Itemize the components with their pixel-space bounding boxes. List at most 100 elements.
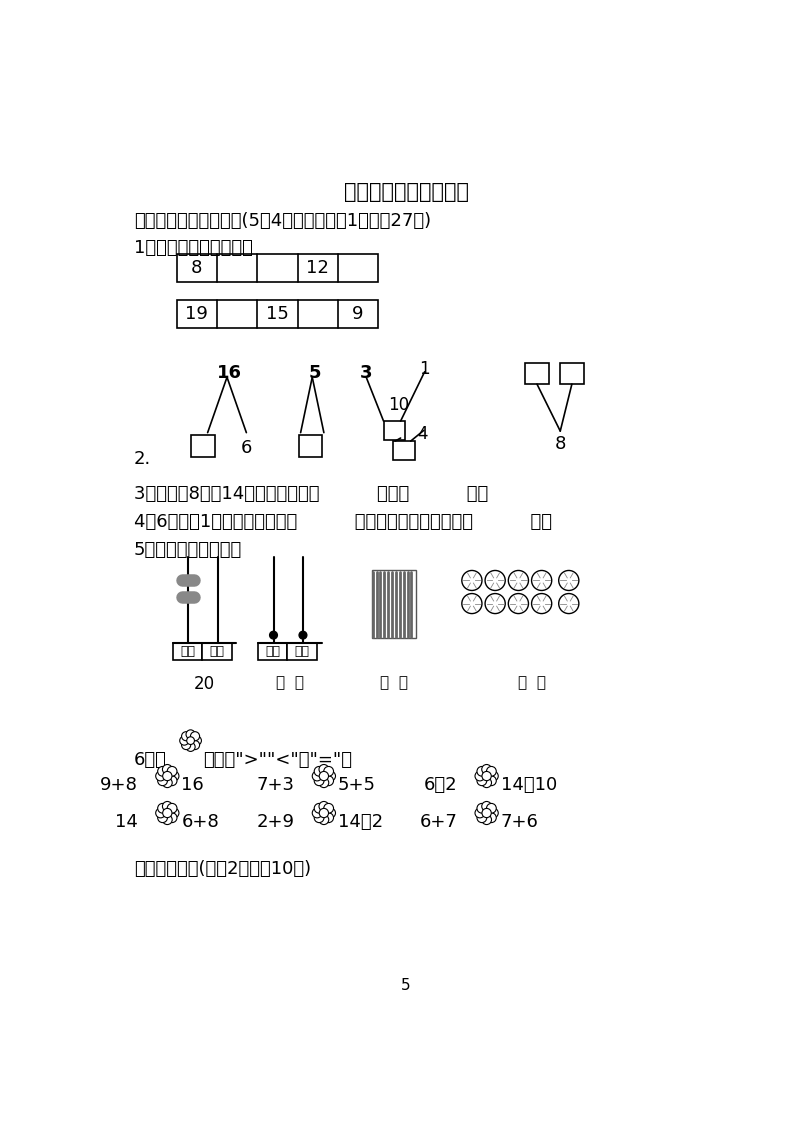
Text: 3．写出比8大比14小的两个数：（          ）、（          ）。: 3．写出比8大比14小的两个数：（ ）、（ ）。 bbox=[134, 485, 488, 503]
Text: 7+6: 7+6 bbox=[500, 813, 538, 831]
Circle shape bbox=[488, 771, 498, 781]
Circle shape bbox=[487, 803, 496, 813]
Bar bbox=[526, 362, 549, 384]
Circle shape bbox=[312, 808, 322, 818]
Text: 十位: 十位 bbox=[265, 645, 280, 657]
Bar bbox=[173, 643, 202, 660]
Circle shape bbox=[477, 803, 487, 813]
Circle shape bbox=[487, 813, 496, 822]
Circle shape bbox=[319, 801, 329, 811]
Text: 1．按数的顺序填一填。: 1．按数的顺序填一填。 bbox=[134, 239, 253, 257]
Text: 2+9: 2+9 bbox=[256, 813, 294, 831]
Circle shape bbox=[481, 764, 492, 774]
Bar bbox=[177, 301, 378, 328]
Circle shape bbox=[270, 632, 278, 640]
Circle shape bbox=[299, 632, 307, 640]
Circle shape bbox=[163, 778, 172, 788]
Circle shape bbox=[475, 771, 485, 781]
Circle shape bbox=[167, 803, 177, 813]
Bar bbox=[177, 254, 378, 282]
Text: 7+3: 7+3 bbox=[256, 776, 294, 794]
Circle shape bbox=[477, 813, 487, 822]
Circle shape bbox=[163, 764, 172, 774]
Text: （  ）: （ ） bbox=[518, 675, 546, 690]
Circle shape bbox=[182, 732, 190, 741]
Bar bbox=[258, 643, 287, 660]
Circle shape bbox=[186, 729, 195, 739]
Circle shape bbox=[482, 772, 492, 781]
Circle shape bbox=[488, 808, 498, 818]
Text: 10: 10 bbox=[389, 396, 410, 414]
Circle shape bbox=[481, 778, 492, 788]
Circle shape bbox=[190, 732, 200, 741]
Circle shape bbox=[163, 815, 172, 825]
Circle shape bbox=[167, 776, 177, 785]
Circle shape bbox=[475, 808, 485, 818]
Circle shape bbox=[167, 766, 177, 776]
Circle shape bbox=[180, 736, 189, 745]
Circle shape bbox=[485, 570, 505, 590]
Circle shape bbox=[163, 808, 172, 818]
Text: 个位: 个位 bbox=[209, 645, 224, 657]
Circle shape bbox=[319, 815, 329, 825]
Circle shape bbox=[324, 776, 334, 785]
Circle shape bbox=[158, 803, 167, 813]
Text: 15: 15 bbox=[266, 305, 289, 323]
Bar bbox=[202, 643, 232, 660]
Text: 20: 20 bbox=[194, 675, 215, 693]
Circle shape bbox=[508, 570, 528, 590]
Text: 4．6个一和1个十组成的数是（          ），它后面的一个数是（          ）。: 4．6个一和1个十组成的数是（ ），它后面的一个数是（ ）。 bbox=[134, 514, 552, 532]
Circle shape bbox=[326, 808, 335, 818]
Circle shape bbox=[531, 594, 552, 614]
Text: 4: 4 bbox=[417, 425, 427, 443]
Text: 5+5: 5+5 bbox=[338, 776, 376, 794]
Circle shape bbox=[531, 570, 552, 590]
Circle shape bbox=[326, 771, 335, 781]
Circle shape bbox=[487, 766, 496, 776]
Circle shape bbox=[158, 766, 167, 776]
Text: 6．在: 6．在 bbox=[134, 751, 167, 769]
Circle shape bbox=[314, 813, 324, 822]
Circle shape bbox=[193, 736, 201, 745]
Text: 16: 16 bbox=[216, 365, 242, 383]
Circle shape bbox=[319, 764, 329, 774]
Text: 个位: 个位 bbox=[295, 645, 310, 657]
Text: 14: 14 bbox=[115, 813, 138, 831]
Text: （  ）: （ ） bbox=[380, 675, 408, 690]
Text: 6: 6 bbox=[241, 439, 252, 457]
Text: 9+8: 9+8 bbox=[100, 776, 138, 794]
Circle shape bbox=[163, 801, 172, 811]
Bar bbox=[190, 435, 216, 457]
Text: 16: 16 bbox=[182, 776, 204, 794]
Text: 一、填一填，画一画。(5题4分，其余每空1分，共27分): 一、填一填，画一画。(5题4分，其余每空1分，共27分) bbox=[134, 212, 431, 230]
Bar bbox=[393, 441, 415, 460]
Text: 14－10: 14－10 bbox=[500, 776, 557, 794]
Circle shape bbox=[320, 772, 328, 781]
Circle shape bbox=[158, 813, 167, 822]
Circle shape bbox=[314, 766, 324, 776]
Text: 14－2: 14－2 bbox=[338, 813, 383, 831]
Text: 5: 5 bbox=[308, 365, 321, 383]
Circle shape bbox=[559, 594, 579, 614]
Bar bbox=[287, 643, 317, 660]
Circle shape bbox=[324, 813, 334, 822]
Circle shape bbox=[324, 766, 334, 776]
Text: 9: 9 bbox=[352, 305, 364, 323]
Bar bbox=[560, 362, 584, 384]
Circle shape bbox=[155, 808, 166, 818]
Circle shape bbox=[477, 766, 487, 776]
Text: （  ）: （ ） bbox=[276, 675, 304, 690]
Circle shape bbox=[320, 808, 328, 818]
Circle shape bbox=[508, 594, 528, 614]
Text: 8: 8 bbox=[191, 259, 202, 277]
Circle shape bbox=[167, 813, 177, 822]
Circle shape bbox=[487, 776, 496, 785]
Text: 6+7: 6+7 bbox=[419, 813, 458, 831]
Text: 十位: 十位 bbox=[180, 645, 195, 657]
Text: 6－2: 6－2 bbox=[423, 776, 458, 794]
Circle shape bbox=[485, 594, 505, 614]
Circle shape bbox=[481, 801, 492, 811]
Text: 里填上">""<"或"="。: 里填上">""<"或"="。 bbox=[203, 751, 352, 769]
Bar bbox=[299, 435, 322, 457]
Circle shape bbox=[312, 771, 322, 781]
